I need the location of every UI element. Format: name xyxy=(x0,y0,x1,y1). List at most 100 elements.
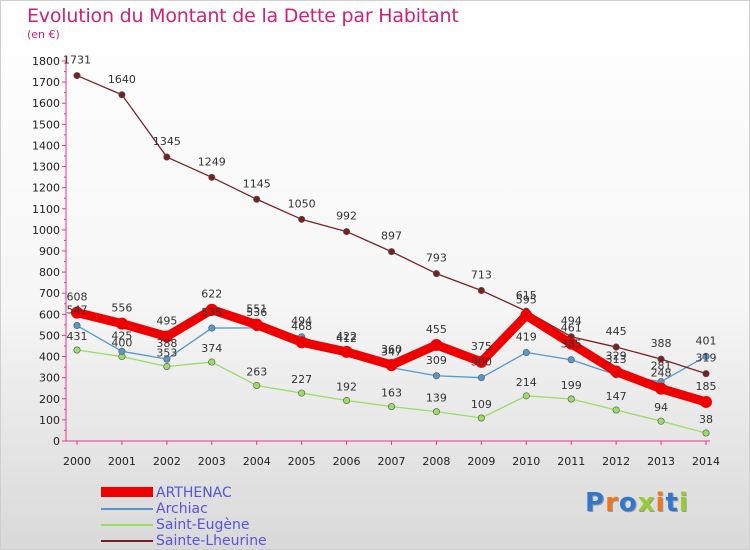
data-point-saint-eugene xyxy=(477,414,485,422)
y-tick-label: 1500 xyxy=(32,118,60,131)
data-label-arthenac: 375 xyxy=(471,340,492,353)
data-point-sainte-lheurine xyxy=(657,355,665,363)
data-point-arthenac xyxy=(565,337,578,350)
data-point-saint-eugene xyxy=(387,403,395,411)
y-tick-label: 200 xyxy=(39,393,60,406)
data-label-archiac: 313 xyxy=(606,353,627,366)
data-label-archiac: 388 xyxy=(156,337,177,350)
data-point-archiac xyxy=(702,352,710,360)
legend-swatch-archiac xyxy=(101,508,153,510)
data-label-sainte-lheurine: 1249 xyxy=(198,155,226,168)
data-point-arthenac xyxy=(610,365,623,378)
data-label-arthenac: 461 xyxy=(561,322,582,335)
data-label-archiac: 412 xyxy=(336,332,357,345)
proxiti-logo: Proxiti xyxy=(585,488,689,518)
data-point-archiac xyxy=(208,324,216,332)
y-tick-label: 800 xyxy=(39,266,60,279)
data-label-saint-eugene: 139 xyxy=(426,392,447,405)
data-point-arthenac xyxy=(205,303,218,316)
data-point-sainte-lheurine xyxy=(387,248,395,256)
data-label-arthenac: 556 xyxy=(111,302,132,315)
data-point-archiac xyxy=(73,322,81,330)
data-label-sainte-lheurine: 793 xyxy=(426,252,447,265)
data-point-sainte-lheurine xyxy=(298,215,306,223)
data-label-archiac: 309 xyxy=(426,354,447,367)
data-label-archiac: 401 xyxy=(696,334,717,347)
data-point-arthenac xyxy=(71,306,83,319)
data-point-sainte-lheurine xyxy=(163,153,171,161)
data-label-sainte-lheurine: 1345 xyxy=(153,135,181,148)
data-point-archiac xyxy=(567,356,575,364)
data-label-archiac: 281 xyxy=(651,360,672,373)
data-point-sainte-lheurine xyxy=(477,286,485,294)
y-tick-label: 900 xyxy=(39,245,60,258)
data-point-archiac xyxy=(477,374,485,382)
y-tick-label: 0 xyxy=(53,435,60,448)
data-label-saint-eugene: 163 xyxy=(381,387,402,400)
y-tick-label: 1800 xyxy=(32,55,60,68)
x-tick-label: 2012 xyxy=(602,455,630,468)
data-label-saint-eugene: 374 xyxy=(201,342,222,355)
y-tick-label: 1400 xyxy=(32,139,60,152)
data-point-sainte-lheurine xyxy=(612,343,620,351)
data-point-saint-eugene xyxy=(657,417,665,425)
y-tick-label: 400 xyxy=(39,351,60,364)
data-point-archiac xyxy=(522,349,530,357)
data-point-saint-eugene xyxy=(432,408,440,416)
y-tick-label: 700 xyxy=(39,287,60,300)
data-label-archiac: 494 xyxy=(291,315,312,328)
x-tick-label: 2004 xyxy=(243,455,271,468)
x-tick-label: 2009 xyxy=(467,455,495,468)
data-point-arthenac xyxy=(430,338,443,351)
y-tick-label: 1200 xyxy=(32,182,60,195)
legend-swatch-saint-eugene xyxy=(101,524,153,526)
x-tick-label: 2000 xyxy=(63,455,91,468)
data-point-sainte-lheurine xyxy=(118,91,126,99)
data-label-saint-eugene: 214 xyxy=(516,376,537,389)
x-tick-label: 2003 xyxy=(198,455,226,468)
data-label-archiac: 425 xyxy=(111,329,132,342)
data-label-saint-eugene: 400 xyxy=(111,337,132,350)
data-point-saint-eugene xyxy=(163,362,171,370)
data-point-arthenac xyxy=(340,345,353,358)
legend-label-saint-eugene: Saint-Eugène xyxy=(156,517,250,533)
x-tick-label: 2006 xyxy=(333,455,361,468)
data-point-archiac xyxy=(163,355,171,363)
data-label-arthenac: 495 xyxy=(156,315,177,328)
data-label-sainte-lheurine: 615 xyxy=(516,289,537,302)
data-label-archiac: 347 xyxy=(381,346,402,359)
data-point-sainte-lheurine xyxy=(432,270,440,278)
legend-label-sainte-lheurine: Sainte-Lheurine xyxy=(156,533,267,549)
chart-title: Evolution du Montant de la Dette par Hab… xyxy=(27,5,459,27)
data-point-sainte-lheurine xyxy=(73,72,81,80)
data-label-sainte-lheurine: 1050 xyxy=(288,197,316,210)
data-point-saint-eugene xyxy=(343,396,351,404)
data-point-arthenac xyxy=(475,355,488,368)
chart-subtitle: (en €) xyxy=(27,28,60,41)
data-point-saint-eugene xyxy=(567,395,575,403)
y-tick-label: 1000 xyxy=(32,224,60,237)
data-label-arthenac: 422 xyxy=(336,330,357,343)
logo-letter: P xyxy=(585,488,606,518)
data-label-saint-eugene: 94 xyxy=(654,401,668,414)
x-tick-label: 2002 xyxy=(153,455,181,468)
data-label-sainte-lheurine: 319 xyxy=(696,352,717,365)
data-label-sainte-lheurine: 388 xyxy=(651,337,672,350)
data-label-sainte-lheurine: 1145 xyxy=(243,177,271,190)
data-point-arthenac xyxy=(115,317,128,330)
y-tick-label: 600 xyxy=(39,308,60,321)
legend-label-arthenac: ARTHENAC xyxy=(156,485,232,501)
data-label-sainte-lheurine: 992 xyxy=(336,210,357,223)
data-label-archiac: 536 xyxy=(246,306,267,319)
x-tick-label: 2005 xyxy=(288,455,316,468)
y-tick-label: 300 xyxy=(39,372,60,385)
data-label-sainte-lheurine: 1640 xyxy=(108,73,136,86)
logo-letter: i xyxy=(678,488,689,518)
data-point-archiac xyxy=(432,372,440,380)
data-label-archiac: 300 xyxy=(471,356,492,369)
data-point-sainte-lheurine xyxy=(343,228,351,236)
data-label-saint-eugene: 353 xyxy=(156,346,177,359)
legend-swatch-arthenac xyxy=(101,487,153,497)
